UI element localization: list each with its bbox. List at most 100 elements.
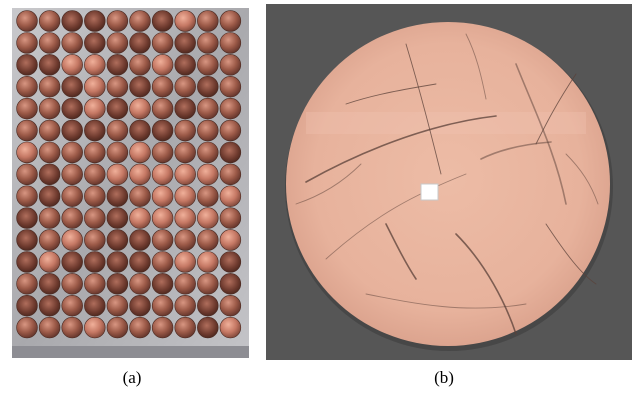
copper-disc [84, 141, 106, 164]
copper-disc [151, 141, 174, 164]
copper-disc [174, 207, 196, 229]
copper-disc [286, 22, 610, 346]
copper-disc [38, 32, 61, 54]
scratch-line [455, 233, 517, 335]
copper-disc [197, 273, 219, 295]
copper-disc [129, 229, 151, 251]
copper-disc [197, 119, 219, 142]
copper-disc [129, 207, 151, 229]
copper-disc [151, 273, 174, 295]
scratch-line [480, 141, 552, 160]
copper-disc [38, 163, 61, 186]
copper-disc [38, 75, 61, 98]
copper-disc [61, 295, 83, 317]
copper-disc [129, 54, 151, 76]
scratch-line [565, 153, 599, 205]
copper-disc [197, 251, 219, 273]
copper-disc [16, 185, 38, 207]
copper-disc [106, 185, 129, 207]
copper-disc [174, 97, 196, 120]
copper-disc [151, 10, 174, 32]
copper-disc [16, 97, 38, 120]
copper-disc [61, 141, 83, 164]
copper-disc [151, 32, 174, 54]
copper-disc [174, 273, 196, 295]
copper-disc [129, 10, 151, 32]
copper-disc [106, 119, 129, 142]
copper-disc [197, 10, 219, 32]
copper-disc [84, 97, 106, 120]
copper-disc [16, 273, 38, 295]
copper-disc [16, 316, 38, 339]
scratch-line [295, 163, 362, 205]
copper-disc [174, 316, 196, 339]
copper-disc [197, 316, 219, 339]
copper-disc [151, 316, 174, 339]
copper-disc [197, 54, 219, 76]
copper-disc [106, 54, 129, 76]
copper-disc [16, 119, 38, 142]
copper-disc [16, 163, 38, 186]
copper-disc [38, 185, 61, 207]
copper-disc [174, 54, 196, 76]
copper-disc [219, 295, 242, 317]
copper-disc [174, 10, 196, 32]
copper-disc [84, 75, 106, 98]
disc-tray-photo [12, 8, 249, 358]
copper-disc [84, 207, 106, 229]
copper-disc [16, 32, 38, 54]
copper-disc [151, 119, 174, 142]
copper-disc [174, 163, 196, 186]
copper-disc [151, 207, 174, 229]
scratch-line [305, 115, 497, 183]
copper-disc [106, 229, 129, 251]
copper-disc [38, 295, 61, 317]
disc-tray-image [12, 8, 249, 358]
copper-disc [61, 185, 83, 207]
copper-disc [106, 316, 129, 339]
copper-disc [151, 229, 174, 251]
disc-micrograph-photo [266, 4, 632, 360]
copper-disc [106, 207, 129, 229]
copper-disc [106, 141, 129, 164]
copper-disc [16, 295, 38, 317]
copper-disc [219, 10, 242, 32]
surface-scratches [295, 33, 599, 335]
copper-disc [84, 163, 106, 186]
copper-disc [61, 97, 83, 120]
scratch-line [465, 33, 487, 100]
copper-disc [174, 32, 196, 54]
copper-disc [151, 295, 174, 317]
copper-disc [151, 54, 174, 76]
copper-disc [106, 273, 129, 295]
copper-disc [16, 229, 38, 251]
disc-micrograph-image [266, 4, 632, 360]
copper-disc [16, 75, 38, 98]
copper-disc [61, 75, 83, 98]
copper-disc [219, 273, 242, 295]
scratch-line [345, 83, 437, 105]
copper-disc [174, 251, 196, 273]
copper-disc [84, 54, 106, 76]
scratch-line [385, 223, 417, 280]
copper-disc [129, 273, 151, 295]
copper-disc [61, 119, 83, 142]
copper-disc [61, 273, 83, 295]
light-band [306, 112, 586, 134]
copper-disc [197, 141, 219, 164]
copper-disc [174, 295, 196, 317]
copper-disc [106, 75, 129, 98]
copper-disc [61, 251, 83, 273]
copper-disc [129, 119, 151, 142]
copper-disc [151, 163, 174, 186]
copper-disc [129, 316, 151, 339]
disc-grid [16, 10, 242, 339]
caption-a: (a) [122, 368, 142, 387]
copper-disc [197, 185, 219, 207]
copper-disc [219, 207, 242, 229]
copper-disc [84, 32, 106, 54]
copper-disc [106, 295, 129, 317]
copper-disc [61, 316, 83, 339]
copper-disc [38, 119, 61, 142]
copper-disc [219, 316, 242, 339]
